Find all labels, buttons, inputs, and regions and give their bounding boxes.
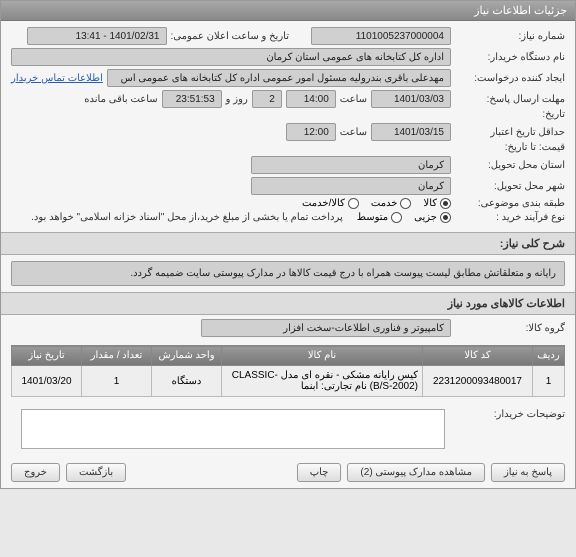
row-reply-deadline: مهلت ارسال پاسخ: 1401/03/03 ساعت 14:00 2…	[11, 90, 565, 108]
reply-button[interactable]: پاسخ به نیاز	[491, 463, 565, 482]
reply-to-label: تاریخ:	[455, 109, 565, 120]
radio-dot-icon	[400, 198, 411, 209]
th-qty: تعداد / مقدار	[82, 346, 152, 366]
row-requester: ایجاد کننده درخواست: مهدعلی باقری بندرول…	[11, 69, 565, 87]
radio-medium-label: متوسط	[357, 212, 388, 223]
th-code: کد کالا	[423, 346, 533, 366]
back-button[interactable]: بازگشت	[66, 463, 126, 482]
radio-dot-icon	[440, 212, 451, 223]
price-valid-time-field: 12:00	[286, 123, 336, 141]
items-info-header: اطلاعات کالاهای مورد نیاز	[1, 292, 575, 315]
radio-partial[interactable]: جزیی	[414, 212, 451, 223]
reply-deadline-label: مهلت ارسال پاسخ:	[455, 94, 565, 105]
row-reply-to: تاریخ:	[11, 109, 565, 120]
subject-cat-label: طبقه بندی موضوعی:	[455, 198, 565, 209]
details-panel: جزئیات اطلاعات نیاز شماره نیاز: 11010052…	[0, 0, 576, 489]
row-delivery-province: استان محل تحویل: کرمان	[11, 156, 565, 174]
attachments-button[interactable]: مشاهده مدارک پیوستی (2)	[347, 463, 485, 482]
general-desc-text: رایانه و متعلقاتش مطابق لیست پیوست همراه…	[11, 261, 565, 286]
table-header-row: ردیف کد کالا نام کالا واحد شمارش تعداد /…	[12, 346, 565, 366]
row-buyer-org: نام دستگاه خریدار: اداره کل کتابخانه های…	[11, 48, 565, 66]
delivery-city-label: شهر محل تحویل:	[455, 181, 565, 192]
th-unit: واحد شمارش	[152, 346, 222, 366]
reply-time-field: 14:00	[286, 90, 336, 108]
radio-goods-label: کالا	[423, 198, 437, 209]
td-idx: 1	[533, 366, 565, 397]
purchase-type-radios: جزیی متوسط	[357, 212, 451, 223]
days-label: روز و	[226, 94, 248, 105]
announce-field: 1401/02/31 - 13:41	[27, 27, 167, 45]
panel-title: جزئیات اطلاعات نیاز	[1, 1, 575, 21]
radio-goods[interactable]: کالا	[423, 198, 451, 209]
radio-dot-icon	[440, 198, 451, 209]
announce-label: تاریخ و ساعت اعلان عمومی:	[171, 31, 290, 42]
goods-group-field: کامپیوتر و فناوری اطلاعات-سخت افزار	[201, 319, 451, 337]
reply-time-label: ساعت	[340, 94, 367, 105]
exit-button[interactable]: خروج	[11, 463, 60, 482]
delivery-province-label: استان محل تحویل:	[455, 160, 565, 171]
radio-service-label: خدمت	[371, 198, 398, 209]
th-name: نام کالا	[222, 346, 423, 366]
buyer-notes-label: توضیحات خریدار:	[455, 405, 565, 420]
print-button[interactable]: چاپ	[297, 463, 342, 482]
td-name: کیس رایانه مشکی - نقره ای مدل CLASSIC-(B…	[222, 366, 423, 397]
purchase-type-note: پرداخت تمام یا بخشی از مبلغ خرید،از محل …	[31, 212, 343, 223]
goods-group-label: گروه کالا:	[455, 323, 565, 334]
reply-date-field: 1401/03/03	[371, 90, 451, 108]
items-table: ردیف کد کالا نام کالا واحد شمارش تعداد /…	[11, 345, 565, 397]
row-subject-cat: طبقه بندی موضوعی: کالا خدمت کالا/خدمت	[11, 198, 565, 209]
radio-both[interactable]: کالا/خدمت	[302, 198, 359, 209]
radio-dot-icon	[348, 198, 359, 209]
row-purchase-type: نوع فرآیند خرید : جزیی متوسط پرداخت تمام…	[11, 212, 565, 223]
radio-service[interactable]: خدمت	[371, 198, 412, 209]
price-valid-label: حداقل تاریخ اعتبار	[455, 127, 565, 138]
td-unit: دستگاه	[152, 366, 222, 397]
row-buyer-notes: توضیحات خریدار:	[1, 401, 575, 457]
radio-partial-label: جزیی	[414, 212, 437, 223]
delivery-province-field: کرمان	[251, 156, 451, 174]
th-date: تاریخ نیاز	[12, 346, 82, 366]
purchase-type-label: نوع فرآیند خرید :	[455, 212, 565, 223]
table-row: 1 2231200093480017 کیس رایانه مشکی - نقر…	[12, 366, 565, 397]
row-price-valid2: قیمت: تا تاریخ:	[11, 142, 565, 153]
radio-medium[interactable]: متوسط	[357, 212, 402, 223]
buyer-org-label: نام دستگاه خریدار:	[455, 52, 565, 63]
days-field: 2	[252, 90, 282, 108]
delivery-city-field: کرمان	[251, 177, 451, 195]
need-no-label: شماره نیاز:	[455, 31, 565, 42]
price-valid-label2: قیمت: تا تاریخ:	[455, 142, 565, 153]
buyer-org-field: اداره کل کتابخانه های عمومی استان کرمان	[11, 48, 451, 66]
subject-cat-radios: کالا خدمت کالا/خدمت	[302, 198, 451, 209]
form-body: شماره نیاز: 1101005237000004 تاریخ و ساع…	[1, 21, 575, 232]
td-qty: 1	[82, 366, 152, 397]
price-valid-time-label: ساعت	[340, 127, 367, 138]
remain-time-field: 23:51:53	[162, 90, 222, 108]
radio-dot-icon	[391, 212, 402, 223]
row-need-no: شماره نیاز: 1101005237000004 تاریخ و ساع…	[11, 27, 565, 45]
remain-label: ساعت باقی مانده	[84, 94, 157, 105]
button-bar: پاسخ به نیاز مشاهده مدارک پیوستی (2) چاپ…	[1, 457, 575, 488]
requester-label: ایجاد کننده درخواست:	[455, 73, 565, 84]
row-goods-group: گروه کالا: کامپیوتر و فناوری اطلاعات-سخت…	[1, 315, 575, 341]
row-delivery-city: شهر محل تحویل: کرمان	[11, 177, 565, 195]
need-no-field: 1101005237000004	[311, 27, 451, 45]
radio-both-label: کالا/خدمت	[302, 198, 345, 209]
buyer-notes-textarea[interactable]	[21, 409, 445, 449]
td-date: 1401/03/20	[12, 366, 82, 397]
td-code: 2231200093480017	[423, 366, 533, 397]
requester-field: مهدعلی باقری بندرولیه مسئول امور عمومی ا…	[107, 69, 451, 87]
price-valid-date-field: 1401/03/15	[371, 123, 451, 141]
th-idx: ردیف	[533, 346, 565, 366]
contact-link[interactable]: اطلاعات تماس خریدار	[11, 73, 103, 84]
general-desc-header: شرح کلی نیاز:	[1, 232, 575, 255]
row-price-valid: حداقل تاریخ اعتبار 1401/03/15 ساعت 12:00	[11, 123, 565, 141]
